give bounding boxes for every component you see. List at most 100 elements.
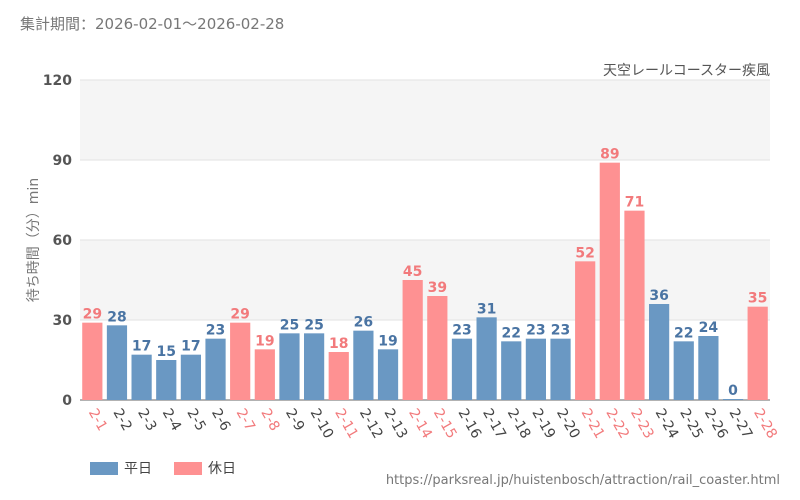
bar <box>624 210 645 400</box>
data-label: 0 <box>728 383 738 399</box>
bar <box>131 354 152 400</box>
chart-title: 天空レールコースター疾風 <box>603 63 770 79</box>
data-label: 22 <box>502 325 521 341</box>
data-label: 25 <box>304 317 323 333</box>
data-label: 29 <box>83 307 102 323</box>
data-label: 71 <box>625 195 644 211</box>
data-label: 19 <box>255 333 274 349</box>
data-label: 31 <box>477 301 496 317</box>
data-label: 18 <box>329 336 348 352</box>
bar <box>599 162 620 400</box>
x-tick-label: 2-7 <box>233 406 258 434</box>
x-tick-label: 2-14 <box>405 406 435 442</box>
x-tick-label: 2-11 <box>331 406 361 442</box>
y-tick-label: 0 <box>62 393 72 409</box>
data-label: 45 <box>403 264 422 280</box>
data-label: 24 <box>699 320 719 336</box>
bar <box>82 322 103 400</box>
legend-holiday-label: 休日 <box>208 461 236 477</box>
x-tick-label: 2-23 <box>627 406 657 442</box>
data-label: 39 <box>428 280 447 296</box>
legend-holiday: 休日 <box>174 458 236 478</box>
data-label: 22 <box>674 325 693 341</box>
bar <box>525 338 546 400</box>
bar <box>254 349 275 400</box>
data-label: 89 <box>600 147 619 163</box>
x-tick-label: 2-26 <box>701 406 731 442</box>
x-tick-label: 2-3 <box>134 406 159 434</box>
x-tick-label: 2-25 <box>676 406 706 442</box>
x-tick-label: 2-10 <box>307 406 337 442</box>
y-tick-label: 90 <box>53 153 73 169</box>
data-label: 23 <box>551 323 570 339</box>
bar <box>698 336 719 400</box>
y-tick-label: 30 <box>53 313 73 329</box>
bar <box>304 333 325 400</box>
bar <box>722 399 744 400</box>
x-tick-label: 2-28 <box>750 406 780 442</box>
bar <box>377 349 399 400</box>
plot-band <box>80 80 770 160</box>
legend-weekday: 平日 <box>90 458 152 478</box>
y-tick-label: 120 <box>43 73 72 89</box>
x-tick-label: 2-8 <box>257 406 282 434</box>
data-label: 52 <box>575 245 594 261</box>
bar <box>402 280 423 400</box>
data-label: 23 <box>526 323 545 339</box>
data-label: 29 <box>230 307 249 323</box>
x-tick-label: 2-1 <box>85 406 110 434</box>
data-label: 23 <box>452 323 471 339</box>
source-url: https://parksreal.jp/huistenbosch/attrac… <box>385 473 780 488</box>
bar <box>180 354 201 400</box>
x-tick-label: 2-9 <box>282 406 307 434</box>
bar <box>279 333 300 400</box>
x-tick-label: 2-15 <box>430 406 460 442</box>
x-tick-label: 2-2 <box>110 406 135 434</box>
y-tick-label: 60 <box>53 233 73 249</box>
data-label: 26 <box>354 315 373 331</box>
x-tick-label: 2-13 <box>381 406 411 442</box>
bar <box>649 304 670 400</box>
x-tick-label: 2-6 <box>208 406 233 434</box>
legend: 平日 休日 <box>90 458 258 478</box>
bar <box>501 341 522 400</box>
data-label: 23 <box>206 323 225 339</box>
x-tick-label: 2-16 <box>455 406 485 442</box>
bar <box>451 338 473 400</box>
x-tick-label: 2-21 <box>578 406 608 442</box>
data-label: 17 <box>181 339 200 355</box>
bar <box>156 360 177 400</box>
x-tick-label: 2-12 <box>356 406 386 442</box>
bar <box>230 322 251 400</box>
data-label: 36 <box>649 288 668 304</box>
data-label: 15 <box>157 344 176 360</box>
x-tick-label: 2-22 <box>602 406 632 442</box>
data-label: 25 <box>280 317 299 333</box>
bar <box>353 330 374 400</box>
x-tick-label: 2-27 <box>726 406 756 442</box>
data-label: 28 <box>107 309 126 325</box>
bar <box>328 352 349 400</box>
bar <box>575 261 596 400</box>
legend-weekday-label: 平日 <box>124 461 152 477</box>
x-tick-label: 2-19 <box>528 406 558 442</box>
bar <box>106 325 128 400</box>
legend-weekday-swatch <box>90 461 118 475</box>
legend-holiday-swatch <box>174 461 202 475</box>
y-axis-title: 待ち時間（分）min <box>26 178 42 302</box>
bar <box>673 341 694 400</box>
bar <box>550 338 571 400</box>
period-label: 集計期間：2026-02-01～2026-02-28 <box>20 15 285 33</box>
bar <box>476 317 497 400</box>
data-label: 19 <box>378 333 397 349</box>
bar <box>427 296 448 400</box>
bar <box>205 338 226 400</box>
x-tick-label: 2-20 <box>553 406 583 442</box>
x-tick-label: 2-5 <box>183 406 208 434</box>
x-tick-label: 2-24 <box>652 406 682 442</box>
data-label: 17 <box>132 339 151 355</box>
x-tick-label: 2-17 <box>479 406 509 442</box>
bar <box>747 306 768 400</box>
